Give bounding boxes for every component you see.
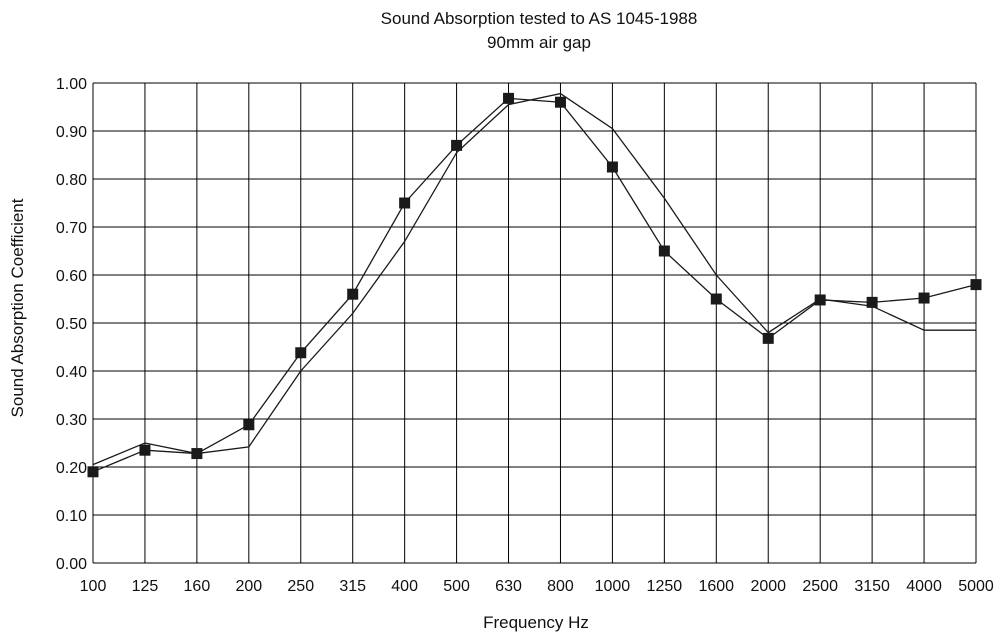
data-point-marker	[658, 245, 670, 257]
x-tick-label: 125	[132, 578, 159, 595]
series-markers	[87, 92, 982, 478]
x-tick-labels: 100 125 160 200 250 315 400 500 630 800 1000 1250 16…	[80, 578, 994, 595]
data-point-marker	[814, 294, 826, 306]
x-tick-label: 1600	[698, 578, 734, 595]
data-point-marker	[918, 292, 930, 304]
data-point-marker	[606, 161, 618, 173]
data-point-marker	[191, 448, 203, 460]
x-tick-label: 3150	[854, 578, 890, 595]
series-lines	[92, 92, 977, 473]
x-tick-label: 2000	[750, 578, 786, 595]
data-point-marker	[503, 92, 515, 104]
x-tick-label: 800	[547, 578, 574, 595]
y-tick-label: 0.90	[56, 124, 87, 141]
y-axis-label: Sound Absorption Coefficient	[8, 198, 27, 417]
y-tick-label: 0.70	[56, 220, 87, 237]
x-tick-label: 630	[495, 578, 522, 595]
x-tick-label: 1250	[647, 578, 683, 595]
data-point-marker	[243, 419, 255, 431]
x-tick-label: 1000	[595, 578, 631, 595]
data-point-marker	[347, 288, 359, 300]
y-tick-label: 0.30	[56, 412, 87, 429]
x-tick-label: 500	[443, 578, 470, 595]
chart-subtitle: 90mm air gap	[487, 33, 591, 52]
y-tick-label: 0.40	[56, 364, 87, 381]
data-point-marker	[295, 347, 307, 359]
y-tick-label: 0.60	[56, 268, 87, 285]
data-point-marker	[451, 139, 463, 151]
series-line-2	[92, 92, 976, 466]
data-point-marker	[970, 279, 982, 291]
series-line-1	[92, 97, 977, 473]
x-tick-label: 2500	[802, 578, 838, 595]
x-tick-label: 250	[287, 578, 314, 595]
y-tick-label: 1.00	[56, 76, 87, 93]
data-point-marker	[87, 466, 99, 478]
data-point-marker	[710, 293, 722, 305]
data-point-marker	[399, 197, 411, 209]
x-tick-label: 160	[184, 578, 211, 595]
x-tick-label: 100	[80, 578, 107, 595]
y-tick-label: 0.20	[56, 460, 87, 477]
x-tick-label: 315	[339, 578, 366, 595]
x-tick-label: 5000	[958, 578, 994, 595]
x-tick-label: 400	[391, 578, 418, 595]
y-tick-labels: 0.00 0.10 0.20 0.30 0.40 0.50 0.60 0.70 0.80 0.90…	[56, 76, 87, 573]
y-tick-label: 0.00	[56, 556, 87, 573]
y-tick-label: 0.80	[56, 172, 87, 189]
y-tick-label: 0.10	[56, 508, 87, 525]
grid	[92, 82, 977, 564]
y-tick-label: 0.50	[56, 316, 87, 333]
x-axis-label: Frequency Hz	[483, 613, 589, 632]
data-point-marker	[762, 332, 774, 344]
data-point-marker	[139, 444, 151, 456]
data-point-marker	[554, 96, 566, 108]
chart-title: Sound Absorption tested to AS 1045-1988	[381, 9, 698, 28]
data-point-marker	[866, 296, 878, 308]
x-tick-label: 200	[235, 578, 262, 595]
x-tick-label: 4000	[906, 578, 942, 595]
